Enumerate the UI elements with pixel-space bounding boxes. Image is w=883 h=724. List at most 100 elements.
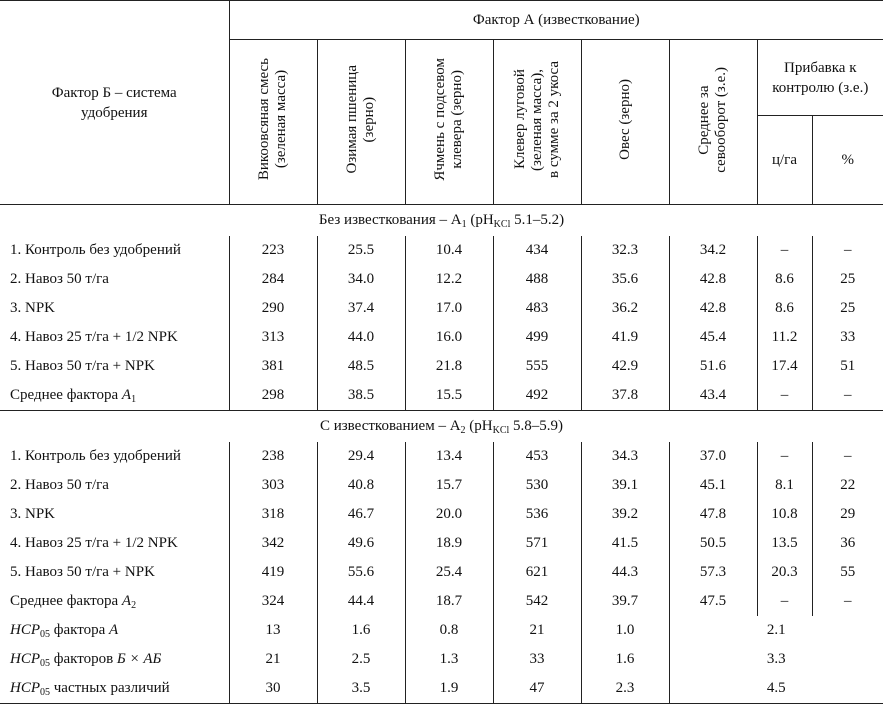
cell-value: 1.0 xyxy=(580,616,669,645)
row-label: 5. Навоз 50 т/га + NPK xyxy=(10,564,155,580)
cell-value: 37.8 xyxy=(580,381,669,411)
cell-value: 57.3 xyxy=(668,558,757,587)
cell-value: 324 xyxy=(228,587,317,616)
cell-value: 25.5 xyxy=(316,236,405,265)
cell-value: 39.1 xyxy=(580,471,669,500)
section-1-title: Без известкования – A1 (pHKCl 5.1–5.2) xyxy=(0,204,883,236)
cell-value: 15.7 xyxy=(404,471,493,500)
row-label: HCP05 факторов Б × АБ xyxy=(10,651,162,669)
cell-value: 542 xyxy=(492,587,581,616)
cell-value: 290 xyxy=(228,294,317,323)
cell-value: 17.4 xyxy=(756,352,812,381)
crop-header-2: Озимая пшеница (зерно) xyxy=(316,39,405,205)
factor-b-header: Фактор Б – система удобрения xyxy=(0,0,229,205)
table-row: 1. Контроль без удобрений 223 25.5 10.4 434 3… xyxy=(0,236,883,265)
cell-value: 45.4 xyxy=(668,323,757,352)
cell-value: – xyxy=(756,236,812,265)
cell-value: 21 xyxy=(492,616,581,645)
merged-value: 4.5 xyxy=(668,674,883,704)
cell-value: 48.5 xyxy=(316,352,405,381)
cell-value: 37.0 xyxy=(668,442,757,471)
table-row: 2. Навоз 50 т/га 284 34.0 12.2 488 35.6 42.8 8.… xyxy=(0,265,883,294)
cell-value: 36.2 xyxy=(580,294,669,323)
cell-value: 8.1 xyxy=(756,471,812,500)
row-label: 1. Контроль без удобрений xyxy=(10,242,181,258)
cell-value: 33 xyxy=(811,323,883,352)
cell-value: 43.4 xyxy=(668,381,757,411)
cell-value: 419 xyxy=(228,558,317,587)
row-label: Среднее фактора A1 xyxy=(10,387,137,405)
cell-value: 1.6 xyxy=(580,645,669,674)
cell-value: 318 xyxy=(228,500,317,529)
cell-value: 51 xyxy=(811,352,883,381)
cell-value: 49.6 xyxy=(316,529,405,558)
row-label: 2. Навоз 50 т/га xyxy=(10,271,109,287)
cell-value: 488 xyxy=(492,265,581,294)
crop-header-1: Викоовсяная смесь (зеленая масса) xyxy=(228,39,317,205)
cell-value: 36 xyxy=(811,529,883,558)
cell-value: 25 xyxy=(811,294,883,323)
cell-value: 44.3 xyxy=(580,558,669,587)
cell-value: 284 xyxy=(228,265,317,294)
cell-value: 11.2 xyxy=(756,323,812,352)
cell-value: 530 xyxy=(492,471,581,500)
cell-value: 30 xyxy=(228,674,317,704)
cell-value: 499 xyxy=(492,323,581,352)
cell-value: 42.9 xyxy=(580,352,669,381)
cell-value: 47.8 xyxy=(668,500,757,529)
cell-value: 34.3 xyxy=(580,442,669,471)
cell-value: – xyxy=(756,381,812,411)
cell-value: 13.4 xyxy=(404,442,493,471)
crop-header-5: Овес (зерно) xyxy=(580,39,669,205)
cell-value: 536 xyxy=(492,500,581,529)
cell-value: 13 xyxy=(228,616,317,645)
table-row: 2. Навоз 50 т/га 303 40.8 15.7 530 39.1 45.1 8.… xyxy=(0,471,883,500)
cell-value: 492 xyxy=(492,381,581,411)
cell-value: – xyxy=(756,442,812,471)
increase-header: Прибавка к контролю (з.е.) xyxy=(756,39,883,116)
row-label: HCP05 частных различий xyxy=(0,674,229,704)
mean-row: Среднее фактора A1 298 38.5 15.5 492 37.8 43.4… xyxy=(0,381,883,411)
cell-value: 25.4 xyxy=(404,558,493,587)
cell-value: 3.5 xyxy=(316,674,405,704)
cell-value: 1.6 xyxy=(316,616,405,645)
cell-value: 47.5 xyxy=(668,587,757,616)
row-label: 2. Навоз 50 т/га xyxy=(10,477,109,493)
cell-value: 22 xyxy=(811,471,883,500)
cell-value: 8.6 xyxy=(756,265,812,294)
cell-value: 42.8 xyxy=(668,265,757,294)
cell-value: 55 xyxy=(811,558,883,587)
factor-a-header: Фактор А (известкование) xyxy=(228,0,883,40)
row-label: Среднее фактора A2 xyxy=(10,593,137,611)
cell-value: 50.5 xyxy=(668,529,757,558)
cell-value: 35.6 xyxy=(580,265,669,294)
cell-value: 41.9 xyxy=(580,323,669,352)
row-label: 1. Контроль без удобрений xyxy=(10,448,181,464)
crop-header-4: Клевер луговой (зеленая масса), в сумме … xyxy=(492,39,581,205)
yield-table: Фактор Б – система удобрения Фактор А (и… xyxy=(0,0,883,704)
cell-value: 453 xyxy=(492,442,581,471)
cell-value: 18.7 xyxy=(404,587,493,616)
cell-value: 20.0 xyxy=(404,500,493,529)
cell-value: 44.0 xyxy=(316,323,405,352)
cell-value: 44.4 xyxy=(316,587,405,616)
row-label: HCP05 фактора A xyxy=(10,622,119,640)
table-row: 5. Навоз 50 т/га + NPK 381 48.5 21.8 555 42.9… xyxy=(0,352,883,381)
cell-value: 238 xyxy=(228,442,317,471)
table-row: 3. NPK 318 46.7 20.0 536 39.2 47.8 10.8 29 xyxy=(0,500,883,529)
cell-value: 16.0 xyxy=(404,323,493,352)
cell-value: 434 xyxy=(492,236,581,265)
section-2-title: С известкованием – A2 (pHKCl 5.8–5.9) xyxy=(0,410,883,442)
factor-a-label: Фактор А (известкование) xyxy=(472,11,640,28)
cell-value: 18.9 xyxy=(404,529,493,558)
cell-value: 29 xyxy=(811,500,883,529)
cell-value: 555 xyxy=(492,352,581,381)
cell-value: 39.7 xyxy=(580,587,669,616)
cell-value: – xyxy=(811,381,883,411)
cell-value: 40.8 xyxy=(316,471,405,500)
cell-value: 483 xyxy=(492,294,581,323)
cell-value: 55.6 xyxy=(316,558,405,587)
table-row: 4. Навоз 25 т/га + 1/2 NPK 342 49.6 18.9 571… xyxy=(0,529,883,558)
cell-value: 51.6 xyxy=(668,352,757,381)
cell-value: 39.2 xyxy=(580,500,669,529)
